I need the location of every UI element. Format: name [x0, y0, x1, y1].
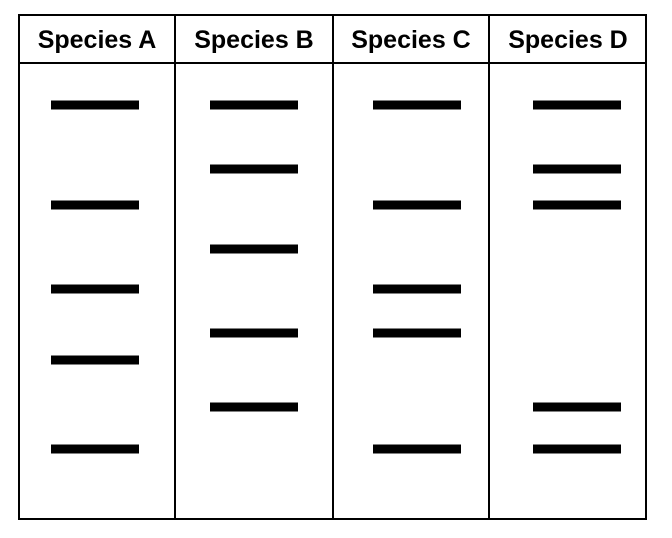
band-species-b-4: [210, 244, 298, 254]
band-species-a-1: [51, 100, 139, 110]
band-species-b-1: [210, 100, 298, 110]
band-species-c-3: [373, 200, 461, 210]
lane-header-species-c: Species C: [351, 26, 471, 54]
band-species-b-8: [210, 402, 298, 412]
lane-header-species-d: Species D: [508, 26, 628, 54]
band-species-c-5: [373, 284, 461, 294]
band-species-d-9: [533, 444, 621, 454]
band-species-b-6: [210, 328, 298, 338]
band-species-a-5: [51, 284, 139, 294]
band-species-a-3: [51, 200, 139, 210]
band-species-d-1: [533, 100, 621, 110]
bands-layer: [51, 100, 621, 454]
band-species-a-9: [51, 444, 139, 454]
lane-header-species-b: Species B: [194, 26, 314, 54]
band-species-c-1: [373, 100, 461, 110]
band-species-d-2: [533, 164, 621, 174]
band-species-c-9: [373, 444, 461, 454]
band-species-d-3: [533, 200, 621, 210]
band-species-a-7: [51, 355, 139, 365]
band-species-b-2: [210, 164, 298, 174]
band-species-c-6: [373, 328, 461, 338]
lane-header-species-a: Species A: [38, 26, 157, 54]
band-species-d-8: [533, 402, 621, 412]
